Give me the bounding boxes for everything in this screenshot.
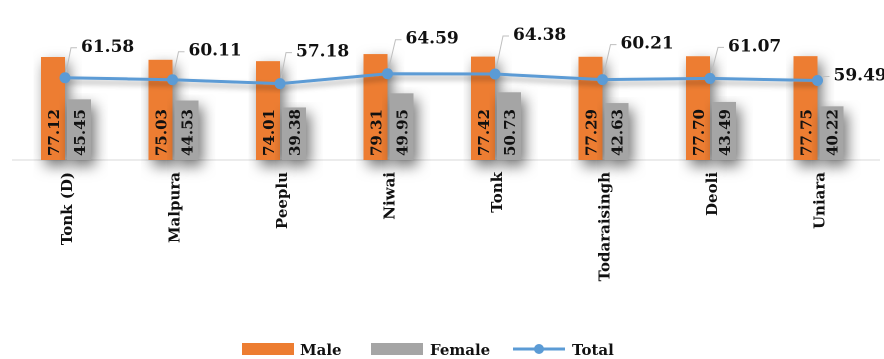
male-value-label: 74.01 [260,109,278,156]
female-value-label: 49.95 [394,109,412,156]
total-marker [382,68,393,80]
total-value-label: 61.58 [81,37,134,57]
total-leader-line [602,44,617,80]
category-label: Deoli [703,172,721,216]
total-value-label: 60.11 [189,41,242,61]
female-value-label: 42.63 [609,109,627,156]
category-label: Todaraisingh [596,172,614,282]
category-label: Peeplu [273,172,291,229]
legend-female-label: Female [430,341,490,359]
female-value-label: 44.53 [179,109,197,156]
total-marker [704,72,716,84]
female-value-label: 39.38 [286,109,304,156]
total-leader-line [387,39,402,74]
male-value-label: 77.29 [583,109,601,156]
total-leader-line [279,52,292,84]
female-bar [282,107,306,160]
category-label: Uniara [811,172,829,229]
legend-total-marker [534,344,544,354]
total-marker [489,68,501,80]
male-value-label: 77.42 [475,109,493,156]
male-bar [256,61,280,160]
total-marker [274,78,286,90]
female-value-label: 40.22 [824,109,842,156]
total-value-label: 60.21 [621,34,674,54]
male-value-label: 77.70 [690,109,708,156]
male-value-label: 77.75 [798,109,816,156]
total-leader-line [172,51,185,80]
female-bar [389,93,414,160]
female-value-label: 43.49 [716,109,734,156]
legend-total-label: Total [572,341,614,359]
legend: Male Female Total [242,341,614,359]
total-marker [167,74,178,86]
total-value-label: 57.18 [296,42,349,62]
female-bar [819,106,844,160]
total-marker [597,74,608,86]
total-marker [59,72,71,84]
category-label: Tonk [488,171,506,212]
legend-female-swatch [371,343,423,355]
female-bar [497,92,521,160]
category-label: Malpura [166,172,184,243]
female-value-label: 45.45 [71,109,89,156]
female-bar [712,101,736,160]
total-value-label: 61.07 [728,36,781,56]
category-labels: Tonk (D) Malpura Peeplu Niwai Tonk Todaraisin… [58,171,829,281]
female-bar [67,99,91,160]
total-marker [812,75,823,87]
female-bar [604,103,629,160]
male-bar [578,56,603,161]
total-leader-line [64,47,77,78]
total-line [64,72,818,86]
total-value-label: 64.38 [513,25,566,45]
male-value-label: 77.12 [45,109,63,156]
legend-male-label: Male [300,341,342,359]
bars-layer [41,54,844,161]
male-bar [793,56,818,160]
legend-male-swatch [242,343,294,355]
labels-layer: 77.12 45.45 75.03 44.53 74.01 39.38 79.31 49.95… [45,25,884,156]
female-bar [174,100,199,160]
total-line-layer [59,35,830,90]
total-value-label: 59.49 [834,66,884,86]
category-label: Niwai [381,172,399,220]
total-value-label: 64.59 [406,29,459,49]
male-value-label: 79.31 [368,109,386,156]
category-label: Tonk (D) [58,172,76,245]
total-leader-line [709,46,724,79]
female-value-label: 50.73 [501,109,519,156]
male-value-label: 75.03 [153,109,171,156]
male-bar [686,56,710,160]
total-leader-line [494,35,509,75]
